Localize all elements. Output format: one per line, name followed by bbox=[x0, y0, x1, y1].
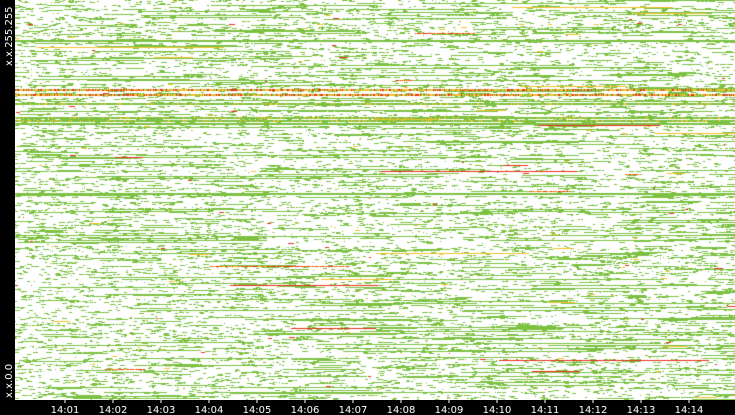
x-axis: 14:01 14:02 14:03 14:04 14:05 14:06 14:07 14:08… bbox=[15, 400, 735, 415]
x-tick-label: 14:09 bbox=[435, 405, 464, 415]
x-tick-label: 14:08 bbox=[387, 405, 416, 415]
x-tick-label: 14:07 bbox=[339, 405, 368, 415]
x-tick-label: 14:13 bbox=[627, 405, 656, 415]
x-tick-label: 14:11 bbox=[531, 405, 560, 415]
x-tick-label: 14:12 bbox=[579, 405, 608, 415]
y-axis: x.x.255.255 x.x.0.0 bbox=[0, 0, 15, 400]
x-tick-label: 14:10 bbox=[483, 405, 512, 415]
x-tick-label: 14:01 bbox=[51, 405, 80, 415]
x-tick-label: 14:04 bbox=[195, 405, 224, 415]
x-tick-label: 14:06 bbox=[291, 405, 320, 415]
x-tick-label: 14:14 bbox=[675, 405, 704, 415]
x-tick-label: 14:03 bbox=[147, 405, 176, 415]
heatmap-plot-area bbox=[15, 0, 735, 400]
x-tick-label: 14:02 bbox=[99, 405, 128, 415]
x-tick-label: 14:05 bbox=[243, 405, 272, 415]
